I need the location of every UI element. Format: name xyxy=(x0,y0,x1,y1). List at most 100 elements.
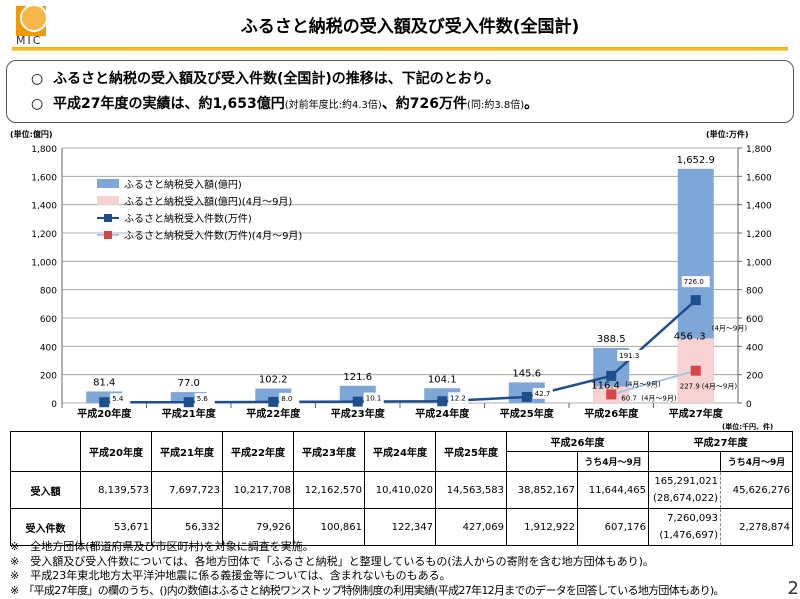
table-cell: 10,217,708 xyxy=(222,471,294,509)
count-apr-sep-label: 227.9 xyxy=(680,383,700,391)
y2-tick-label: 600 xyxy=(746,315,763,325)
left-axis-unit: (単位:億円) xyxy=(10,129,53,139)
y2-tick-label: 1,000 xyxy=(746,258,772,268)
legend-swatch xyxy=(97,179,119,188)
summary-text: ふるさと納税の受入額及び受入件数(全国計)の推移は、下記のとおり。 xyxy=(52,71,500,87)
count-label-bg xyxy=(617,349,646,361)
page-title: ふるさと納税の受入額及び受入件数(全国計) xyxy=(240,17,580,37)
x-tick-label: 平成21年度 xyxy=(162,407,217,420)
label-suffix: (4月～9月) xyxy=(712,324,748,332)
logo-text: MIC xyxy=(16,34,43,47)
table-cell: 1,912,922 xyxy=(506,508,578,546)
count-apr-sep-marker xyxy=(690,365,701,376)
y-tick-label: 200 xyxy=(40,372,57,382)
y-tick-label: 1,800 xyxy=(31,145,57,155)
table-cell: 2,278,874 xyxy=(720,508,794,546)
y-tick-label: 800 xyxy=(40,287,57,297)
bar-apr-sep-label: 456 .3 xyxy=(674,331,706,342)
count-label: 8.0 xyxy=(281,395,292,403)
y-tick-label: 400 xyxy=(40,343,57,353)
footnote: ※ 平成23年東北地方太平洋沖地震に係る義援金等については、含まれないものもある… xyxy=(10,569,451,582)
table-cell: 14,563,583 xyxy=(435,471,507,509)
footnotes: ※ 全地方団体(都道府県及び市区町村)を対象に調査を実施。 ※ 受入額及び受入件… xyxy=(10,540,724,598)
legend-marker xyxy=(104,231,112,239)
x-tick-label: 平成25年度 xyxy=(500,407,555,420)
col-header: 平成27年度 xyxy=(648,431,794,452)
bar-label: 121.6 xyxy=(343,372,372,383)
y2-tick-label: 800 xyxy=(746,287,763,297)
count-label: 191.3 xyxy=(619,352,639,360)
bar-label: 104.1 xyxy=(428,374,457,385)
table-cell: 53,671 xyxy=(80,508,152,546)
col-header: 平成23年度 xyxy=(293,431,365,472)
mic-logo xyxy=(16,4,48,36)
legend-swatch xyxy=(97,196,119,205)
count-label-bg xyxy=(194,393,215,405)
bullet: ○ xyxy=(31,71,44,87)
y2-tick-label: 1,600 xyxy=(746,173,772,183)
y-tick-label: 1,600 xyxy=(31,173,57,183)
label-suffix: (4月～9月) xyxy=(641,394,677,402)
col-header: 平成21年度 xyxy=(151,431,223,472)
legend-label: ふるさと納税受入件数(万件) xyxy=(124,212,252,225)
cell-value: 7,260,093 xyxy=(667,513,719,524)
legend-label: ふるさと納税受入額(億円)(4月～9月) xyxy=(124,195,292,208)
footnote: ※ 受入額及び受入件数については、各地方団体で「ふるさと納税」と整理しているもの… xyxy=(10,554,654,568)
table-cell: 10,410,020 xyxy=(364,471,436,509)
count-marker xyxy=(437,396,448,407)
count-label-bg xyxy=(363,392,384,404)
count-label: 726.0 xyxy=(684,278,704,286)
bar-label: 145.6 xyxy=(512,368,541,379)
cell-paren-value: (28,674,022) xyxy=(652,493,719,504)
summary-text: 平成27年度の実績は、約1,653億円 xyxy=(52,96,285,112)
page-number: 2 xyxy=(787,578,799,599)
table-cell: 8,139,573 xyxy=(80,471,152,509)
y-tick-label: 1,200 xyxy=(31,230,57,240)
col-header: 平成20年度 xyxy=(80,431,152,472)
summary-text: 、約726万件 xyxy=(381,96,468,112)
legend-label: ふるさと納税受入件数(万件)(4月～9月) xyxy=(124,229,302,242)
table-cell: 122,347 xyxy=(364,508,436,546)
bar-label: 388.5 xyxy=(597,334,626,345)
table-unit: (単位:千円、件) xyxy=(722,422,773,430)
table-cell: 12,162,570 xyxy=(293,471,365,509)
table-row: 受入件数 53,671 56,332 79,926 100,861 122,347 427,… xyxy=(10,508,794,546)
sub-header: うち4月～9月 xyxy=(576,451,650,472)
label-suffix: (4月～9月) xyxy=(702,383,738,391)
table-cell: 79,926 xyxy=(222,508,294,546)
x-tick-label: 平成26年度 xyxy=(584,407,639,420)
row-header: 受入件数 xyxy=(10,508,81,546)
count-label: 5.6 xyxy=(197,395,209,403)
blank-cell xyxy=(648,451,722,472)
y2-tick-label: 0 xyxy=(746,400,752,410)
table-cell: 427,069 xyxy=(435,508,507,546)
col-header: 平成26年度 xyxy=(505,431,650,452)
data-table: 平成20年度 平成21年度 平成22年度 平成23年度 平成24年度 平成25年… xyxy=(10,431,794,546)
y-tick-label: 1,000 xyxy=(31,258,57,268)
legend-label: ふるさと納税受入額(億円) xyxy=(124,178,242,191)
table-row: 受入額 8,139,573 7,697,723 10,217,708 12,162,57… xyxy=(10,471,794,509)
cell-paren-value: (1,476,697) xyxy=(659,530,719,541)
table-cell: 607,176 xyxy=(576,508,650,546)
blank-cell xyxy=(506,451,578,472)
bar-label: 81.4 xyxy=(93,377,115,388)
count-label: 5.4 xyxy=(112,395,124,403)
y2-tick-label: 400 xyxy=(746,343,763,353)
count-label-bg xyxy=(279,392,300,404)
y2-tick-label: 200 xyxy=(746,372,763,382)
bar-label: 1,652.9 xyxy=(677,155,715,166)
summary-note: (同:約3.8倍) xyxy=(467,100,525,111)
chart: (単位:億円) (単位:万件) (単位:千円、件) 0 0 200 200 400 400 600… xyxy=(10,129,773,430)
table-cell: 100,861 xyxy=(293,508,365,546)
legend-marker xyxy=(104,214,112,222)
col-header: 平成25年度 xyxy=(435,431,507,472)
count-label-bg xyxy=(110,393,131,405)
row-header: 受入額 xyxy=(10,471,81,509)
cell-value: 165,291,021 xyxy=(654,476,719,487)
count-label-bg xyxy=(448,392,469,404)
bullet: ○ xyxy=(31,96,44,112)
table-cell: 45,626,276 xyxy=(720,471,794,509)
x-tick-label: 平成27年度 xyxy=(669,407,724,420)
x-tick-label: 平成23年度 xyxy=(331,407,386,420)
label-suffix: (4月～9月) xyxy=(625,381,661,389)
